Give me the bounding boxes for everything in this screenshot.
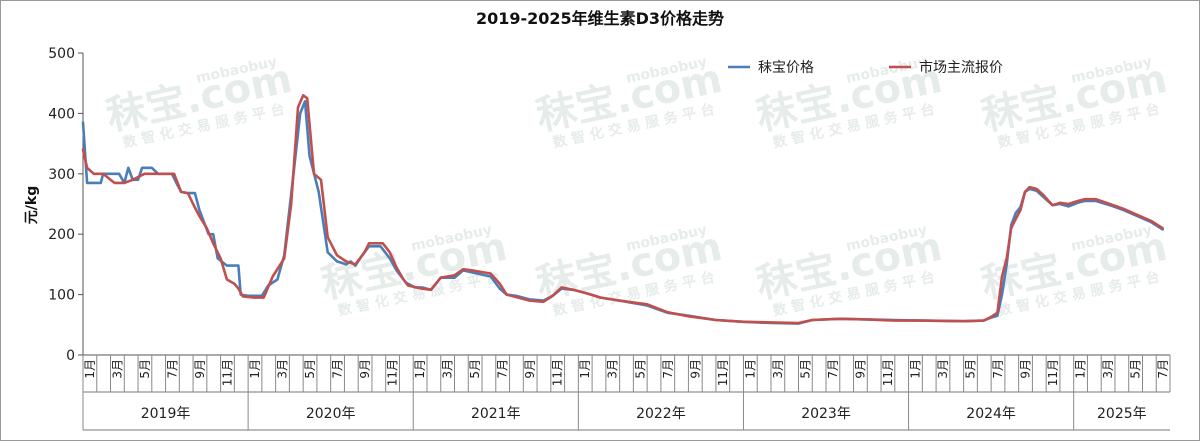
x-month-label: 11月	[881, 359, 895, 386]
x-month-label: 7月	[991, 359, 1005, 379]
x-month-label: 9月	[1019, 359, 1033, 379]
x-month-label: 7月	[1156, 359, 1170, 379]
y-tick-label: 400	[48, 106, 75, 122]
x-month-label: 7月	[496, 359, 510, 379]
y-tick-label: 100	[48, 288, 75, 304]
x-month-label: 5月	[138, 359, 152, 379]
watermark-layer: 秣宝.commobaobuy数 智 化 交 易 服 务 平 台秣宝.commob…	[103, 54, 1172, 319]
x-month-label: 3月	[1101, 359, 1115, 379]
x-axis: 1月 3月 5月 7月 9月 11月 1月 3月 5月 7月 9月 11月 1月 3月 5月 7月 9月 11月 1…	[82, 354, 1171, 431]
x-month-label: 1月	[83, 359, 97, 379]
x-month-label: 11月	[386, 359, 400, 386]
x-year-label: 2024年	[966, 406, 1016, 422]
x-month-label: 1月	[743, 359, 757, 379]
x-year-label: 2020年	[306, 406, 356, 422]
y-axis-label: 元/kg	[24, 186, 40, 224]
x-month-label: 7月	[165, 359, 179, 379]
y-tick-label: 0	[66, 348, 75, 364]
x-year-label: 2022年	[636, 406, 686, 422]
x-month-label: 5月	[963, 359, 977, 379]
series-line-1	[81, 94, 1164, 325]
x-month-label: 1月	[908, 359, 922, 379]
x-year-label: 2019年	[141, 406, 191, 422]
x-month-label: 9月	[193, 359, 207, 379]
x-month-label: 5月	[633, 359, 647, 379]
x-month-label: 5月	[798, 359, 812, 379]
x-month-label: 9月	[523, 359, 537, 379]
x-month-label: 5月	[468, 359, 482, 379]
x-month-label: 3月	[606, 359, 620, 379]
x-month-label: 9月	[688, 359, 702, 379]
x-month-label: 7月	[826, 359, 840, 379]
legend: 秣宝价格 市场主流报价	[728, 59, 1003, 76]
x-month-label: 11月	[220, 359, 234, 386]
x-month-label: 11月	[1046, 359, 1060, 386]
y-tick-label: 200	[48, 227, 75, 243]
x-month-label: 7月	[661, 359, 675, 379]
legend-label: 市场主流报价	[919, 59, 1003, 76]
x-month-label: 11月	[551, 359, 565, 386]
x-month-label: 9月	[853, 359, 867, 379]
x-month-label: 1月	[1074, 359, 1088, 379]
x-month-label: 1月	[248, 359, 262, 379]
x-month-label: 1月	[413, 359, 427, 379]
x-month-label: 7月	[331, 359, 345, 379]
x-month-label: 9月	[358, 359, 372, 379]
x-year-label: 2023年	[801, 406, 851, 422]
x-month-label: 3月	[441, 359, 455, 379]
x-month-label: 3月	[771, 359, 785, 379]
x-month-label: 11月	[716, 359, 730, 386]
x-year-label: 2025年	[1097, 406, 1147, 422]
x-month-label: 5月	[1129, 359, 1143, 379]
x-month-label: 3月	[276, 359, 290, 379]
series-line-0	[81, 100, 1164, 325]
x-month-label: 5月	[303, 359, 317, 379]
x-month-label: 3月	[110, 359, 124, 379]
y-axis: 0 100 200 300 400 500	[48, 46, 84, 364]
y-tick-label: 500	[48, 46, 75, 62]
chart-title: 2019-2025年维生素D3价格走势	[476, 9, 724, 28]
legend-label: 秣宝价格	[758, 59, 814, 76]
y-tick-label: 300	[48, 167, 75, 183]
plot-area	[81, 94, 1164, 325]
x-year-label: 2021年	[471, 406, 521, 422]
x-month-label: 1月	[578, 359, 592, 379]
x-month-label: 3月	[936, 359, 950, 379]
